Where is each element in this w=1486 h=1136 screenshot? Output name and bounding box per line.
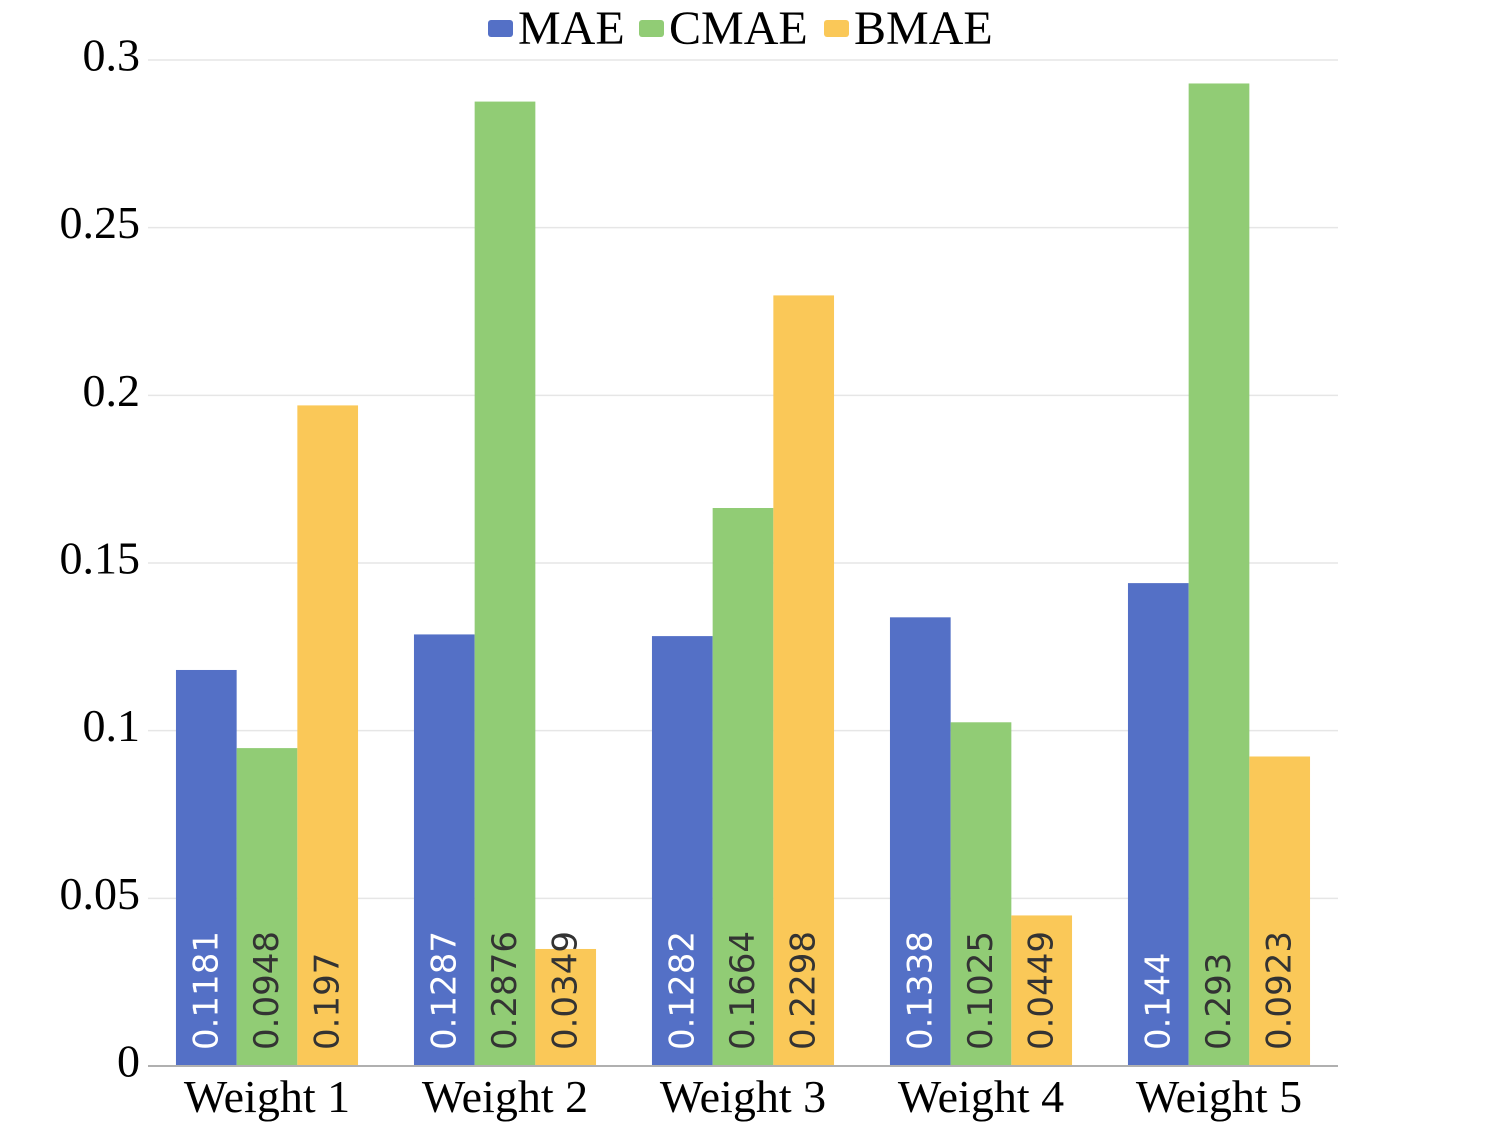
y-axis: 0 0.05 0.1 0.15 0.2 0.25 0.3 (60, 30, 141, 1087)
y-tick-label: 0.25 (60, 197, 141, 248)
legend: MAE CMAE BMAE (488, 2, 993, 55)
bar-mae (889, 617, 951, 1066)
bar-cmae (712, 508, 774, 1066)
legend-label-bmae: BMAE (854, 2, 993, 55)
y-tick-label: 0.1 (83, 700, 141, 751)
y-tick-label: 0.3 (83, 30, 141, 81)
bar-bmae (297, 405, 359, 1067)
data-label: 0.1025 (961, 931, 1001, 1050)
y-tick-label: 0 (117, 1036, 140, 1087)
data-label: 0.0449 (1022, 931, 1062, 1050)
x-tick-label: Weight 5 (1136, 1071, 1302, 1122)
data-label: 0.293 (1199, 953, 1239, 1050)
bar-mae (175, 669, 237, 1066)
bars: 0.1181 0.0948 0.197 0.1287 0.2876 0.0349 0.128… (175, 83, 1311, 1067)
bar-cmae (236, 748, 298, 1066)
x-tick-label: Weight 4 (898, 1071, 1064, 1122)
data-label: 0.1287 (424, 931, 464, 1050)
data-label: 0.0948 (247, 931, 287, 1050)
legend-label-cmae: CMAE (669, 2, 808, 55)
data-label: 0.2876 (485, 931, 525, 1050)
bar-mae (413, 634, 475, 1066)
x-tick-label: Weight 1 (184, 1071, 350, 1122)
bar-bmae (535, 948, 597, 1066)
bar-bmae (1011, 915, 1073, 1066)
x-tick-label: Weight 2 (422, 1071, 588, 1122)
bar-mae (651, 636, 713, 1066)
data-label: 0.0349 (546, 931, 586, 1050)
y-tick-label: 0.05 (60, 868, 141, 919)
bar-bmae (773, 295, 835, 1066)
data-label: 0.0923 (1260, 931, 1300, 1050)
data-label: 0.1338 (900, 931, 940, 1050)
bar-mae (1127, 583, 1189, 1066)
legend-label-mae: MAE (518, 2, 625, 55)
x-axis: Weight 1 Weight 2 Weight 3 Weight 4 Weight 5 (148, 1065, 1338, 1122)
y-tick-label: 0.15 (60, 533, 141, 584)
y-tick-label: 0.2 (83, 365, 141, 416)
bar-cmae (950, 722, 1012, 1066)
data-label: 0.144 (1138, 953, 1178, 1050)
data-label: 0.2298 (784, 931, 824, 1050)
x-tick-label: Weight 3 (660, 1071, 826, 1122)
legend-swatch-mae (488, 20, 513, 37)
data-label: 0.1282 (662, 931, 702, 1050)
bar-bmae (1249, 756, 1311, 1066)
bar-cmae (474, 101, 536, 1066)
data-label: 0.1664 (723, 931, 763, 1050)
legend-swatch-bmae (824, 20, 849, 37)
legend-swatch-cmae (639, 20, 664, 37)
data-label: 0.197 (308, 953, 348, 1050)
bar-cmae (1188, 83, 1250, 1067)
data-label: 0.1181 (186, 931, 226, 1050)
